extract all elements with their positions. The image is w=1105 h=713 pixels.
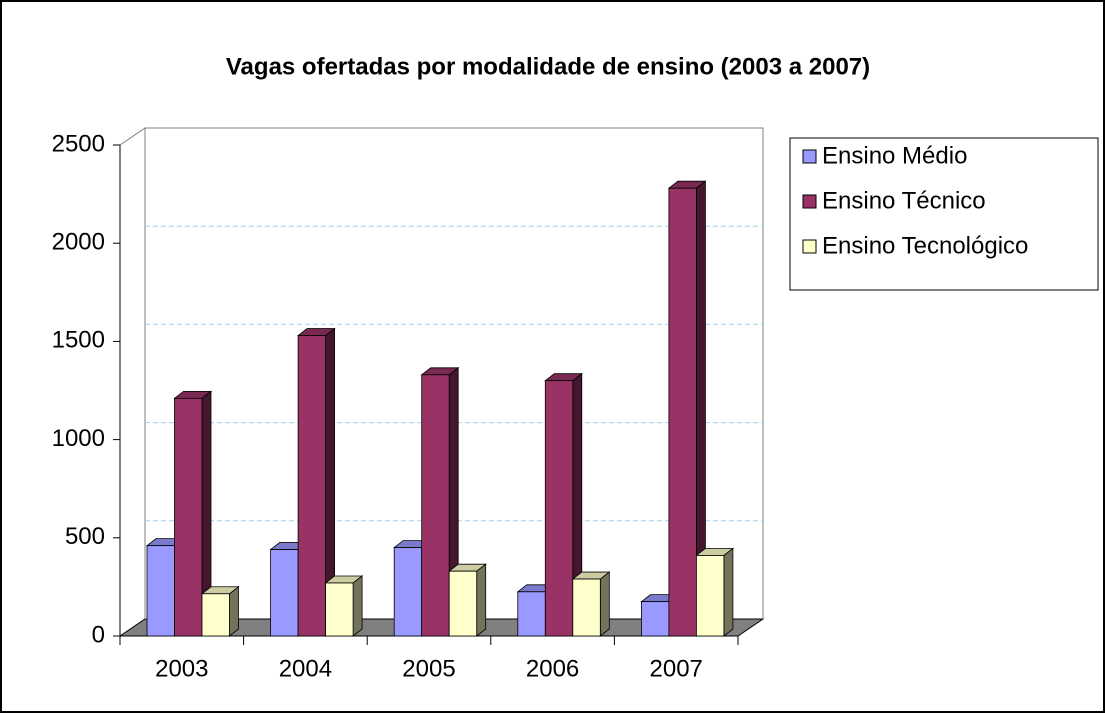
y-tick-label: 1000 [52, 425, 105, 452]
legend-label: Ensino Tecnológico [822, 232, 1028, 259]
bar [668, 187, 697, 637]
legend-swatch [802, 149, 817, 164]
legend-swatch [802, 239, 817, 254]
x-tick-label: 2004 [279, 655, 332, 682]
bar-side [476, 563, 487, 637]
bar [448, 570, 478, 637]
bar-side [723, 547, 734, 637]
x-tick-label: 2006 [526, 655, 579, 682]
legend [789, 137, 1099, 291]
wall-edge [119, 127, 146, 146]
x-tick-label: 2003 [155, 655, 208, 682]
bar [421, 374, 450, 637]
legend-label: Ensino Técnico [822, 187, 986, 214]
back-wall [144, 127, 764, 619]
y-tick-label: 500 [65, 523, 105, 550]
bar [544, 380, 574, 637]
y-tick-label: 2000 [52, 229, 105, 256]
bar [146, 545, 175, 637]
x-tick-label: 2005 [402, 655, 455, 682]
bar [174, 397, 203, 637]
bar-side [599, 571, 610, 637]
bar-side [352, 575, 363, 637]
bar [201, 593, 230, 637]
bar [325, 582, 354, 637]
bar [696, 555, 725, 637]
bar [641, 601, 670, 637]
bar [297, 335, 327, 637]
x-tick-label: 2007 [650, 655, 703, 682]
bar [270, 549, 299, 637]
bar [517, 591, 546, 637]
legend-label: Ensino Médio [822, 142, 967, 169]
y-tick-label: 1500 [52, 327, 105, 354]
bar [572, 578, 601, 637]
y-tick-label: 2500 [52, 130, 105, 157]
legend-swatch [802, 194, 817, 209]
bar [393, 547, 423, 637]
y-tick-label: 0 [92, 621, 105, 648]
chart-title: Vagas ofertadas por modalidade de ensino… [226, 53, 870, 80]
bar-side [229, 585, 239, 637]
